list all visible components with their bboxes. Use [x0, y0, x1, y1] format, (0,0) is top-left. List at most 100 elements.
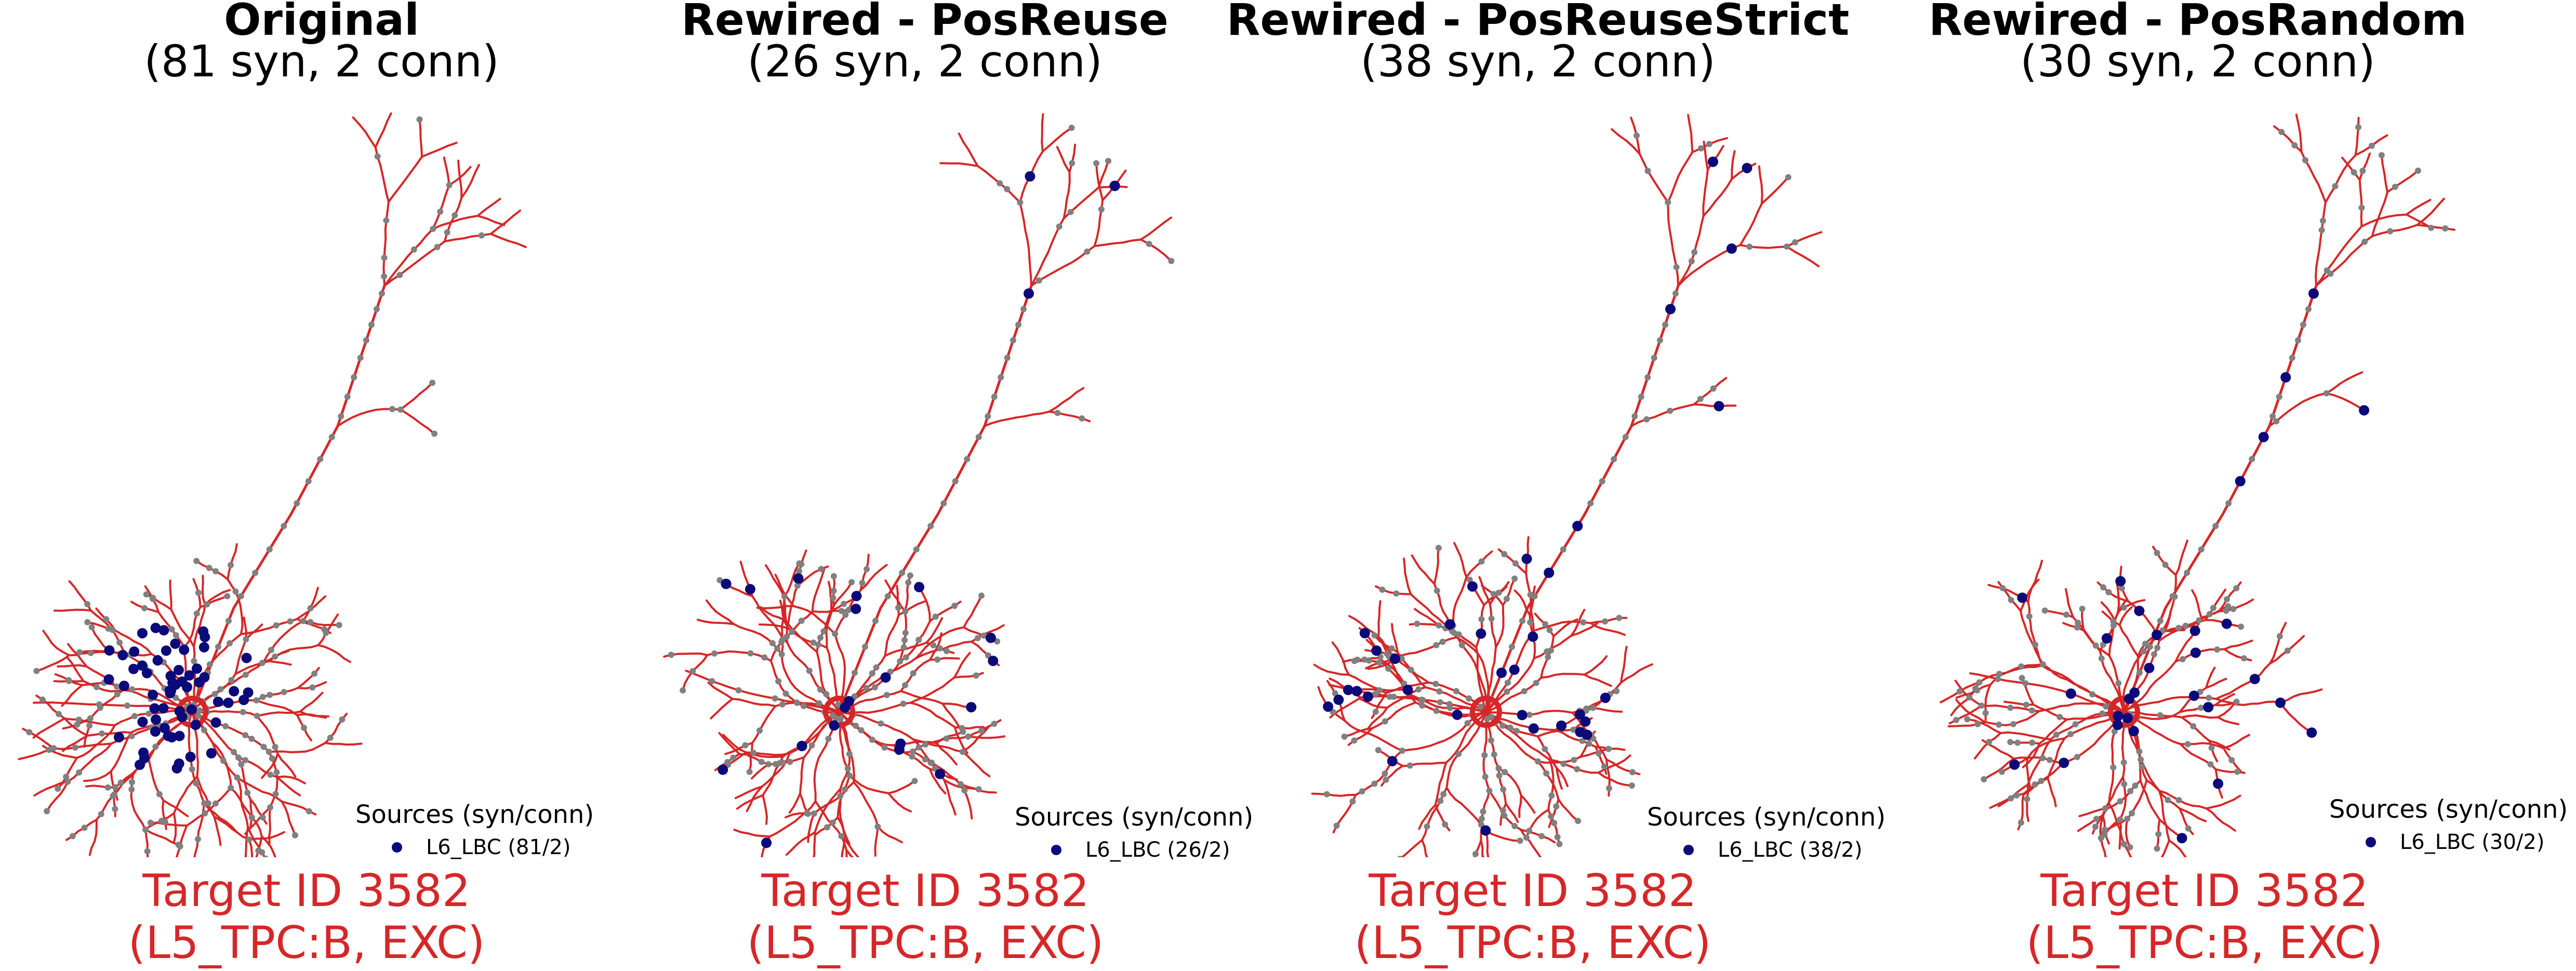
dendrite-segment: [2081, 702, 2091, 705]
synapse-marker: [267, 772, 274, 778]
dendrite-segment: [285, 764, 293, 772]
dendrite-segment: [1695, 233, 1701, 245]
dendrite-segment: [268, 660, 278, 663]
dendrite-segment: [2413, 203, 2423, 210]
dendrite-segment: [50, 721, 59, 727]
dendrite-segment: [1483, 590, 1489, 598]
synapse-marker: [96, 701, 102, 708]
dendrite-segment: [238, 783, 242, 793]
synapse-marker: [237, 593, 244, 600]
dendrite-segment: [259, 828, 263, 837]
synapse-marker: [841, 601, 847, 607]
synapse-marker: [1478, 616, 1485, 622]
dendrite-segment: [1757, 202, 1763, 214]
dendrite-segment: [950, 657, 960, 660]
dendrite-segment: [2281, 409, 2290, 417]
dendrite-segment: [1682, 269, 1689, 279]
dendrite-segment: [1630, 421, 1640, 427]
dendrite-segment: [2059, 676, 2068, 681]
legend: Sources (syn/conn) L6_LBC (38/2): [1647, 803, 1917, 862]
panel-title: Rewired - PosReuse: [681, 0, 1169, 45]
synapse-marker: [1611, 456, 1617, 462]
dendrite-segment: [746, 691, 758, 696]
synapse-marker: [88, 624, 95, 631]
dendrite-segment: [193, 852, 196, 857]
dendrite-segment: [1377, 614, 1380, 624]
dendrite-segment: [198, 598, 202, 608]
dendrite-segment: [788, 749, 798, 755]
synapse-marker: [1513, 727, 1520, 734]
dendrite-segment: [1704, 150, 1707, 162]
dendrite-segment: [714, 610, 723, 617]
dendrite-segment: [746, 628, 755, 633]
dendrite-segment: [836, 619, 843, 629]
dendrite-segment: [1360, 732, 1368, 738]
dendrite-segment: [1977, 716, 1986, 723]
synapse-marker: [1667, 407, 1674, 414]
synapse-marker: [787, 759, 793, 765]
dendrite-segment: [2108, 802, 2114, 811]
dendrite-segment: [2283, 707, 2291, 715]
dendrite-segment: [772, 614, 781, 619]
synapse-marker: [69, 833, 76, 840]
dendrite-segment: [1442, 610, 1449, 619]
dendrite-segment: [2154, 784, 2160, 792]
dendrite-segment: [284, 806, 289, 816]
synapse-marker: [782, 690, 789, 697]
dendrite-segment: [1518, 801, 1522, 811]
dendrite-segment: [1460, 583, 1466, 592]
dendrite-segment: [1431, 613, 1439, 619]
synapse-marker: [327, 734, 334, 741]
synapse-marker: [1527, 619, 1534, 626]
synapse-marker: [1458, 642, 1465, 648]
dendrite-segment: [262, 701, 272, 706]
synapse-marker: [191, 658, 197, 664]
dendrite-segment: [95, 614, 103, 621]
dendrite-segment: [104, 770, 112, 777]
dendrite-segment: [793, 686, 802, 694]
dendrite-segment: [77, 591, 84, 600]
dendrite-segment: [955, 626, 965, 630]
dendrite-segment: [2046, 738, 2052, 747]
synapse-marker: [881, 744, 888, 751]
source-synapse: [128, 663, 139, 674]
dendrite-segment: [1375, 736, 1384, 742]
dendrite-segment: [1753, 211, 1759, 222]
dendrite-segment: [1518, 787, 1522, 796]
dendrite-segment: [208, 807, 216, 815]
synapse-marker: [823, 691, 830, 698]
dendrite-segment: [1706, 256, 1717, 263]
dendrite-segment: [2136, 648, 2142, 658]
synapse-marker: [265, 749, 272, 755]
dendrite-segment: [940, 608, 949, 614]
dendrite-segment: [2053, 672, 2062, 679]
dendrite-segment: [1062, 396, 1071, 404]
dendrite-segment: [896, 664, 905, 671]
dendrite-segment: [1481, 854, 1484, 857]
source-synapse: [1556, 720, 1567, 731]
dendrite-segment: [2118, 623, 2124, 633]
dendrite-segment: [1147, 228, 1158, 236]
dendrite-segment: [871, 679, 880, 685]
synapse-marker: [117, 779, 124, 786]
dendrite-segment: [1438, 776, 1444, 785]
dendrite-segment: [838, 606, 882, 713]
dendrite-segment: [1667, 220, 1671, 232]
dendrite-segment: [1331, 641, 1338, 649]
dendrite-segment: [90, 840, 96, 849]
dendrite-segment: [715, 707, 723, 715]
source-synapse: [206, 748, 217, 759]
dendrite-segment: [240, 797, 243, 807]
synapse-marker: [900, 644, 907, 651]
dendrite-segment: [215, 591, 224, 597]
dendrite-segment: [989, 628, 999, 633]
dendrite-segment: [1530, 600, 1534, 609]
dendrite-segment: [1514, 781, 1520, 790]
synapse-marker: [1464, 720, 1471, 727]
dendrite-segment: [826, 618, 831, 627]
dendrite-segment: [68, 580, 75, 588]
synapse-marker: [363, 337, 369, 343]
dendrite-segment: [1455, 745, 1462, 753]
dendrite-segment: [310, 713, 320, 717]
dendrite-segment: [218, 647, 227, 655]
